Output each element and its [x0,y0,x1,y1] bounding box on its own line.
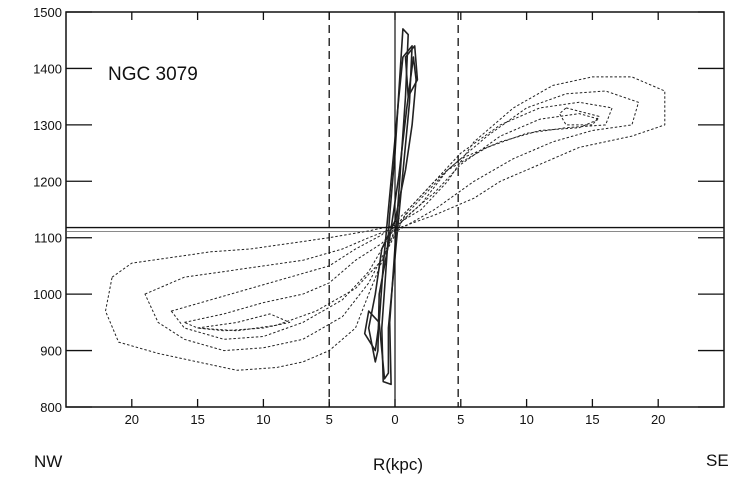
y-tick-label-5: 1300 [33,118,62,133]
x-tick-label-0: 20 [125,412,139,427]
y-tick-label-0: 800 [40,400,62,415]
x-axis-title: R(kpc) [373,455,423,474]
chart-title: NGC 3079 [108,64,198,85]
x-tick-label-1: 15 [190,412,204,427]
solid-contour-3 [404,45,419,98]
x-tick-label-2: 10 [256,412,270,427]
dotted-contour-4 [197,313,291,332]
dotted-contour-2 [170,101,613,340]
solid-contour-4 [363,310,381,352]
solid-contour-2 [367,56,417,363]
reference-lines [66,12,724,407]
dotted-contour-0 [105,76,666,371]
y-tick-label-7: 1500 [33,5,62,20]
y-tick-label-2: 1000 [33,287,62,302]
y-tick-label-4: 1200 [33,174,62,189]
x-tick-label-3: 5 [326,412,333,427]
x-tick-label-8: 20 [651,412,665,427]
axis-ticks: 800 900 1000 1100 1200 1300 1400 1500 20 15 10 5 0 5 1… [33,5,724,427]
solid-contour-1 [378,45,413,380]
dotted-contour-1 [144,90,639,352]
x-tick-label-5: 5 [457,412,464,427]
x-tick-label-6: 10 [519,412,533,427]
x-tick-label-4: 0 [391,412,398,427]
y-tick-label-3: 1100 [34,231,62,246]
se-side-label: SE [706,451,729,470]
dotted-contour-5 [559,107,600,126]
y-tick-label-6: 1400 [33,61,62,76]
y-tick-label-1: 900 [40,344,62,359]
nw-side-label: NW [34,452,62,471]
x-tick-label-7: 15 [585,412,599,427]
